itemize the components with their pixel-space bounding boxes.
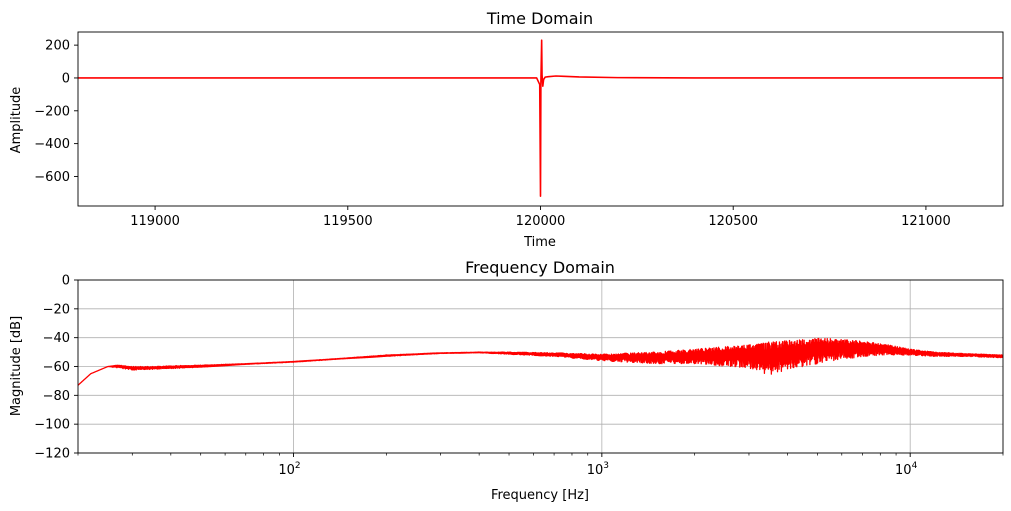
frequency-domain-ytick-label: −60 xyxy=(43,360,70,375)
time-domain-ytick-label: 200 xyxy=(45,39,70,54)
frequency-domain-ytick-label: −120 xyxy=(34,447,70,462)
time-domain-xtick-label: 120000 xyxy=(516,214,566,229)
frequency-domain-ylabel: Magnitude [dB] xyxy=(9,316,24,416)
frequency-domain-ytick-label: −100 xyxy=(34,418,70,433)
frequency-domain-ytick-label: −80 xyxy=(43,389,70,404)
frequency-domain-xtick-label: 102 xyxy=(278,461,300,478)
frequency-domain-ytick-label: −40 xyxy=(43,331,70,346)
frequency-domain-series-line xyxy=(78,337,1003,386)
time-domain-xtick-label: 119000 xyxy=(130,214,180,229)
time-domain-xtick-label: 120500 xyxy=(708,214,758,229)
time-domain-series-line xyxy=(78,39,1003,197)
time-domain-ytick-label: 0 xyxy=(62,71,70,86)
frequency-domain-xlabel: Frequency [Hz] xyxy=(491,488,589,503)
time-domain-ytick-label: −400 xyxy=(34,137,70,152)
frequency-domain-ytick-label: 0 xyxy=(62,274,70,289)
time-domain-xtick-label: 121000 xyxy=(901,214,951,229)
time-domain-xtick-label: 119500 xyxy=(323,214,373,229)
time-domain-axes: 119000 119500 120000 120500 121000 200 0 −200 −4… xyxy=(9,9,1004,250)
time-domain-ytick-label: −200 xyxy=(34,104,70,119)
frequency-domain-axes: 102 103 104 0 −20 −40 −60 −80 −100 −120 Frequency… xyxy=(9,258,1004,503)
time-domain-ylabel: Amplitude xyxy=(9,87,24,154)
frequency-domain-xtick-label: 103 xyxy=(587,461,609,478)
time-domain-ytick-label: −600 xyxy=(34,170,70,185)
frequency-domain-ytick-label: −20 xyxy=(43,302,70,317)
frequency-domain-xtick-label: 104 xyxy=(895,461,918,478)
time-domain-xlabel: Time xyxy=(523,235,556,250)
frequency-domain-title: Frequency Domain xyxy=(465,258,615,277)
time-domain-title: Time Domain xyxy=(486,9,593,28)
